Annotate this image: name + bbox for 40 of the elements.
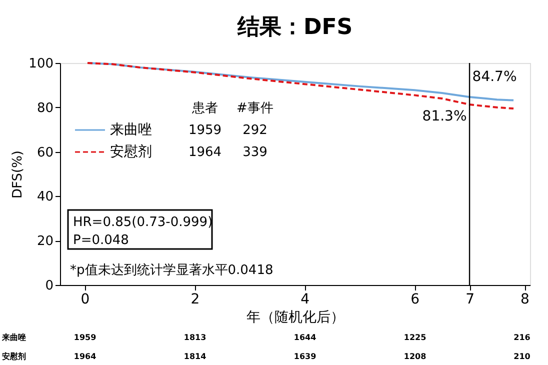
y-tick-label: 0 [45,278,54,294]
text: 216 [514,333,531,342]
annotation: P=0.048 [73,233,129,248]
text: 安慰剂 [2,351,26,361]
text: 1208 [404,352,427,361]
text: 1814 [184,352,207,361]
annotation: 292 [242,123,268,138]
legend-label: 安慰剂 [110,144,152,160]
y-tick-label: 20 [36,234,54,250]
text: 1813 [184,333,206,342]
x-axis-title: 年（随机化后） [246,310,344,326]
legend-label: 来曲唑 [110,122,152,138]
annotation: 84.7% [472,68,517,85]
x-tick-label: 0 [80,292,90,308]
text: 1225 [404,333,427,342]
x-tick-label: 7 [466,292,474,308]
text: 1964 [74,352,97,361]
annotation: 患者 [191,101,218,116]
text: 1959 [74,333,97,342]
annotation: 1959 [188,123,222,138]
text: 1639 [294,352,317,361]
annotation: #事件 [236,101,274,116]
y-tick-label: 40 [36,190,54,205]
y-axis-title: DFS(%) [10,150,26,199]
text: 1644 [294,333,317,342]
y-tick-label: 80 [36,100,54,116]
text: 来曲唑 [1,333,26,342]
x-tick-label: 6 [410,292,420,308]
chart-title: 结果：DFS [236,15,353,40]
x-tick-label: 2 [190,292,200,308]
y-tick-label: 100 [28,56,54,72]
annotation: HR=0.85(0.73-0.999) [73,215,213,230]
annotation: 1964 [188,145,222,160]
annotation: 339 [242,145,268,160]
y-tick-label: 60 [36,145,54,160]
annotation: 81.3% [422,108,467,125]
text: 210 [514,352,531,361]
x-tick-label: 8 [520,292,530,308]
x-tick-label: 4 [300,292,310,308]
annotation: *p值未达到统计学显著水平0.0418 [70,263,274,278]
